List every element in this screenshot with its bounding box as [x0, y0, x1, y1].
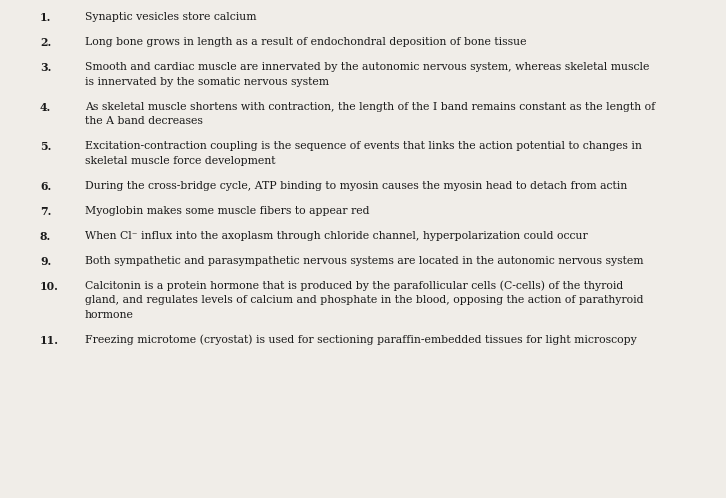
Text: 11.: 11. [40, 335, 59, 346]
Text: Myoglobin makes some muscle fibers to appear red: Myoglobin makes some muscle fibers to ap… [85, 206, 370, 216]
Text: Smooth and cardiac muscle are innervated by the autonomic nervous system, wherea: Smooth and cardiac muscle are innervated… [85, 62, 649, 72]
Text: As skeletal muscle shortens with contraction, the length of the I band remains c: As skeletal muscle shortens with contrac… [85, 102, 656, 112]
Text: 5.: 5. [40, 141, 52, 152]
Text: Synaptic vesicles store calcium: Synaptic vesicles store calcium [85, 12, 256, 22]
Text: Calcitonin is a protein hormone that is produced by the parafollicular cells (C-: Calcitonin is a protein hormone that is … [85, 280, 623, 291]
Text: hormone: hormone [85, 309, 134, 320]
Text: When Cl⁻ influx into the axoplasm through chloride channel, hyperpolarization co: When Cl⁻ influx into the axoplasm throug… [85, 231, 588, 241]
Text: During the cross-bridge cycle, ATP binding to myosin causes the myosin head to d: During the cross-bridge cycle, ATP bindi… [85, 180, 627, 191]
Text: 2.: 2. [40, 37, 52, 48]
Text: Freezing microtome (cryostat) is used for sectioning paraffin-embedded tissues f: Freezing microtome (cryostat) is used fo… [85, 335, 637, 345]
Text: 6.: 6. [40, 180, 52, 192]
Text: skeletal muscle force development: skeletal muscle force development [85, 155, 275, 165]
Text: the A band decreases: the A band decreases [85, 116, 203, 126]
Text: Excitation-contraction coupling is the sequence of events that links the action : Excitation-contraction coupling is the s… [85, 141, 642, 151]
Text: Both sympathetic and parasympathetic nervous systems are located in the autonomi: Both sympathetic and parasympathetic ner… [85, 255, 643, 265]
Text: Long bone grows in length as a result of endochondral deposition of bone tissue: Long bone grows in length as a result of… [85, 37, 526, 47]
Text: 1.: 1. [40, 12, 52, 23]
Text: 9.: 9. [40, 255, 52, 266]
Text: 4.: 4. [40, 102, 52, 113]
Text: 10.: 10. [40, 280, 59, 291]
Text: 8.: 8. [40, 231, 52, 242]
Text: gland, and regulates levels of calcium and phosphate in the blood, opposing the : gland, and regulates levels of calcium a… [85, 295, 643, 305]
Text: is innervated by the somatic nervous system: is innervated by the somatic nervous sys… [85, 77, 329, 87]
Text: 3.: 3. [40, 62, 52, 73]
Text: 7.: 7. [40, 206, 52, 217]
